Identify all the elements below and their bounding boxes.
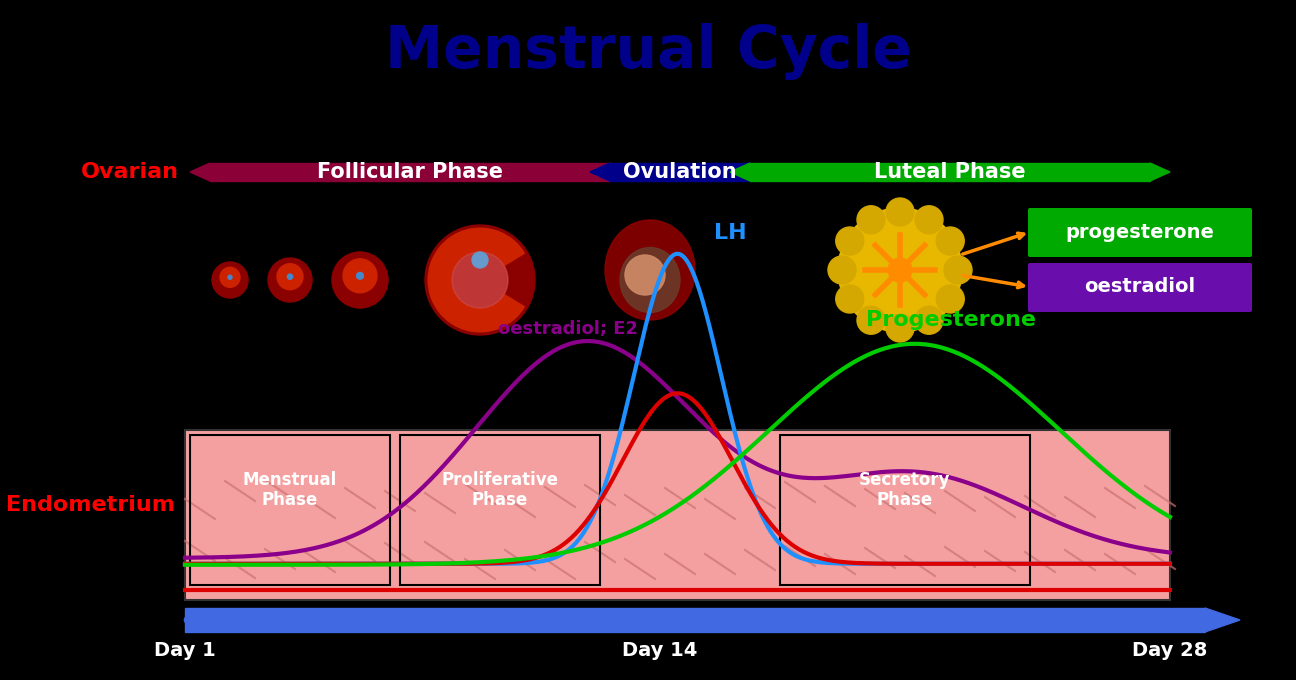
Circle shape [857, 206, 885, 234]
Ellipse shape [605, 220, 695, 320]
Circle shape [356, 273, 363, 279]
Circle shape [886, 314, 914, 342]
Text: Day 28: Day 28 [1133, 641, 1208, 660]
Circle shape [625, 255, 665, 295]
Circle shape [452, 252, 508, 308]
Circle shape [857, 306, 885, 335]
Text: Day 14: Day 14 [622, 641, 697, 660]
Text: Menstrual
Phase: Menstrual Phase [242, 471, 337, 509]
Circle shape [915, 206, 943, 234]
Circle shape [839, 208, 962, 332]
Circle shape [836, 227, 863, 255]
Polygon shape [730, 163, 750, 181]
Circle shape [936, 227, 964, 255]
Circle shape [828, 256, 855, 284]
Ellipse shape [619, 248, 680, 313]
Bar [210, 163, 610, 181]
Circle shape [228, 275, 232, 279]
Text: Luteal Phase: Luteal Phase [875, 162, 1026, 182]
Text: Ovarian: Ovarian [80, 162, 179, 182]
Polygon shape [590, 163, 610, 181]
Circle shape [268, 258, 312, 302]
Text: Ovulation: Ovulation [623, 162, 737, 182]
Circle shape [425, 225, 535, 335]
Text: Proliferative
Phase: Proliferative Phase [442, 471, 559, 509]
Bar [191, 435, 390, 585]
Circle shape [943, 256, 972, 284]
Circle shape [220, 267, 240, 287]
Text: oestradiol; E2: oestradiol; E2 [498, 320, 638, 338]
Polygon shape [750, 163, 772, 181]
Circle shape [915, 306, 943, 335]
Circle shape [888, 258, 912, 282]
Circle shape [343, 259, 377, 293]
FancyBboxPatch shape [1028, 208, 1252, 257]
Circle shape [886, 198, 914, 226]
FancyBboxPatch shape [1028, 263, 1252, 312]
Bar [750, 163, 1150, 181]
Text: LH: LH [714, 223, 746, 243]
Circle shape [472, 252, 489, 268]
Circle shape [277, 264, 303, 290]
Text: Progesterone: Progesterone [866, 310, 1036, 330]
Circle shape [936, 285, 964, 313]
Circle shape [288, 274, 293, 279]
Bar [185, 608, 1205, 632]
Polygon shape [191, 163, 210, 181]
Bar [185, 430, 1170, 600]
Text: Menstrual Cycle: Menstrual Cycle [385, 24, 911, 80]
Circle shape [213, 262, 248, 298]
Polygon shape [1205, 608, 1240, 632]
Text: Endometrium: Endometrium [5, 495, 175, 515]
Text: Day 1: Day 1 [154, 641, 216, 660]
Bar [780, 435, 1030, 585]
Bar [610, 163, 750, 181]
Text: progesterone: progesterone [1065, 222, 1214, 241]
Text: Follicular Phase: Follicular Phase [318, 162, 503, 182]
Polygon shape [1150, 163, 1170, 181]
Text: oestradiol: oestradiol [1085, 277, 1196, 296]
Polygon shape [610, 163, 630, 181]
Circle shape [836, 285, 863, 313]
Circle shape [332, 252, 388, 308]
Text: Secretory
Phase: Secretory Phase [859, 471, 951, 509]
Bar [400, 435, 600, 585]
